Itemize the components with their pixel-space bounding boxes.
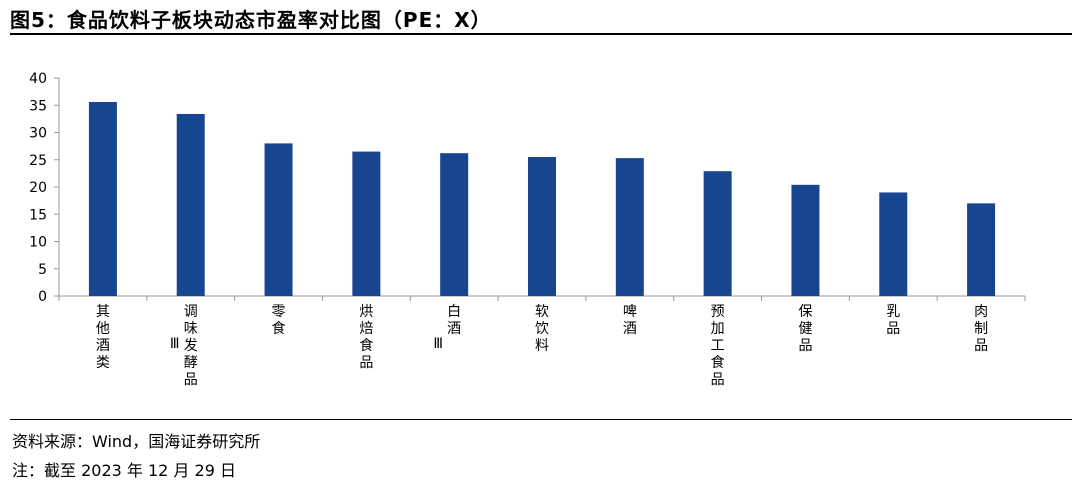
x-tick-label: 乳品: [886, 304, 900, 337]
y-tick-label: 25: [29, 153, 47, 169]
x-tick-label: 保健品: [798, 304, 812, 354]
y-tick-label: 0: [38, 289, 47, 305]
title-divider: [10, 33, 1072, 35]
x-tick-label: 预加工食品: [711, 304, 725, 388]
source-note: 资料来源：Wind，国海证券研究所: [12, 432, 261, 451]
y-tick-label: 10: [29, 235, 47, 251]
x-tick-label: 肉制品: [974, 304, 988, 354]
x-tick-label: 软饮料: [535, 304, 549, 354]
y-tick-label: 30: [29, 126, 47, 142]
bar: [264, 143, 293, 296]
bar: [703, 171, 732, 296]
bar: [967, 203, 996, 296]
x-tick-label: 白酒 Ⅲ: [433, 304, 461, 352]
x-tick-labels: 其他酒类 调味发酵品Ⅲ 零食 烘焙食品 白酒 Ⅲ 软饮料 啤酒 预加工食品 保健品 乳品 肉制品: [96, 304, 988, 388]
x-tick-label: 啤酒: [623, 304, 637, 337]
footer-divider: [10, 419, 1072, 420]
y-tick-label: 35: [29, 98, 47, 114]
bar: [791, 184, 820, 296]
y-axis: 0 5 10 15 20 25 30 35 40: [29, 71, 60, 305]
bar: [176, 113, 205, 296]
x-axis: [58, 295, 1026, 301]
bar: [879, 192, 908, 296]
bar: [440, 153, 469, 296]
x-tick-label: 烘焙食品: [359, 304, 373, 371]
bar-chart: 0 5 10 15 20 25 30 35 40 其他酒类 调味发酵品Ⅲ 零食 烘焙食品 白酒 Ⅲ 软饮料 啤…: [29, 71, 1026, 388]
bar: [88, 101, 117, 296]
bar: [352, 151, 381, 296]
chart-title: 图5：食品饮料子板块动态市盈率对比图（PE：X）: [10, 8, 492, 32]
y-tick-label: 40: [29, 71, 47, 87]
y-tick-label: 20: [29, 180, 47, 196]
bar: [528, 157, 556, 296]
bars: [88, 101, 996, 296]
x-tick-label: 调味发酵品Ⅲ: [170, 304, 198, 388]
bar: [615, 158, 644, 296]
y-tick-label: 15: [29, 207, 47, 223]
x-tick-label: 零食: [272, 304, 286, 337]
date-note: 注：截至 2023 年 12 月 29 日: [12, 461, 236, 480]
y-tick-label: 5: [38, 262, 47, 278]
x-tick-label: 其他酒类: [96, 304, 110, 371]
